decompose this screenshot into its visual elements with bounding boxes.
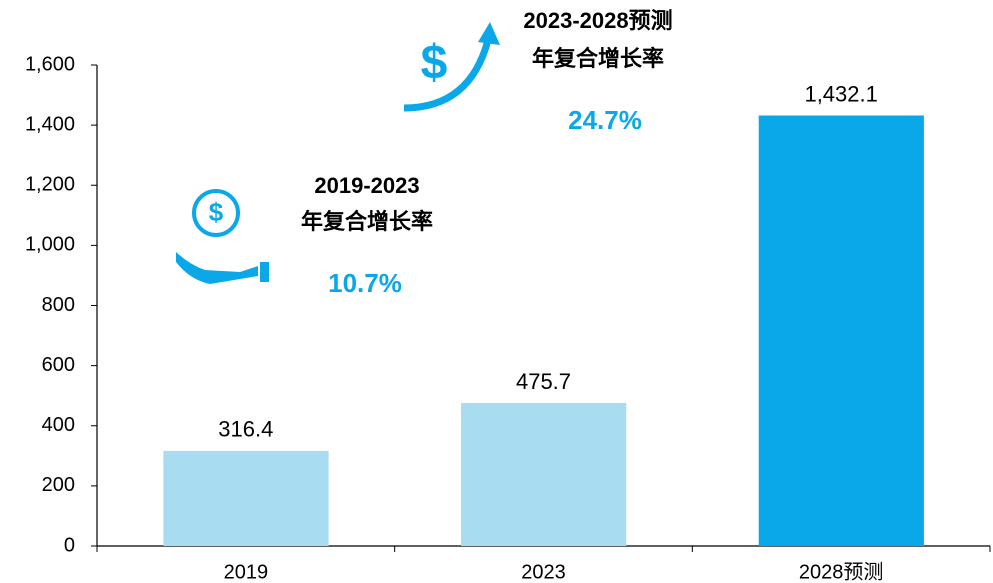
x-tick-label: 2028预测 — [799, 560, 884, 583]
y-tick-label: 400 — [42, 414, 75, 436]
data-label: 316.4 — [218, 417, 273, 442]
y-tick-label: 1,000 — [25, 234, 75, 256]
y-tick-label: 200 — [42, 474, 75, 496]
annotation-value: 10.7% — [328, 268, 402, 298]
annotation-title: 2019-2023 — [314, 173, 419, 198]
growth-dollar-icon: $ — [403, 22, 500, 112]
y-tick-label: 800 — [42, 294, 75, 316]
svg-text:$: $ — [209, 197, 224, 227]
svg-text:$: $ — [421, 37, 448, 90]
data-label: 1,432.1 — [804, 81, 877, 106]
annotation-subtitle: 年复合增长率 — [301, 209, 433, 234]
x-tick-label: 2023 — [521, 561, 566, 583]
y-tick-label: 1,200 — [25, 174, 75, 196]
bar — [758, 115, 924, 546]
annotation-subtitle: 年复合增长率 — [532, 46, 664, 71]
bar — [461, 402, 627, 546]
annotation-title: 2023-2028预测 — [523, 8, 672, 33]
annotation-value: 24.7% — [568, 105, 642, 135]
y-tick-label: 600 — [42, 354, 75, 376]
bar — [163, 450, 329, 546]
y-tick-label: 1,400 — [25, 113, 75, 135]
data-label: 475.7 — [516, 369, 571, 394]
x-tick-label: 2019 — [224, 561, 269, 583]
hand-dollar-icon: $ — [176, 189, 269, 284]
y-tick-label: 1,600 — [25, 53, 75, 75]
y-tick-label: 0 — [64, 534, 75, 556]
